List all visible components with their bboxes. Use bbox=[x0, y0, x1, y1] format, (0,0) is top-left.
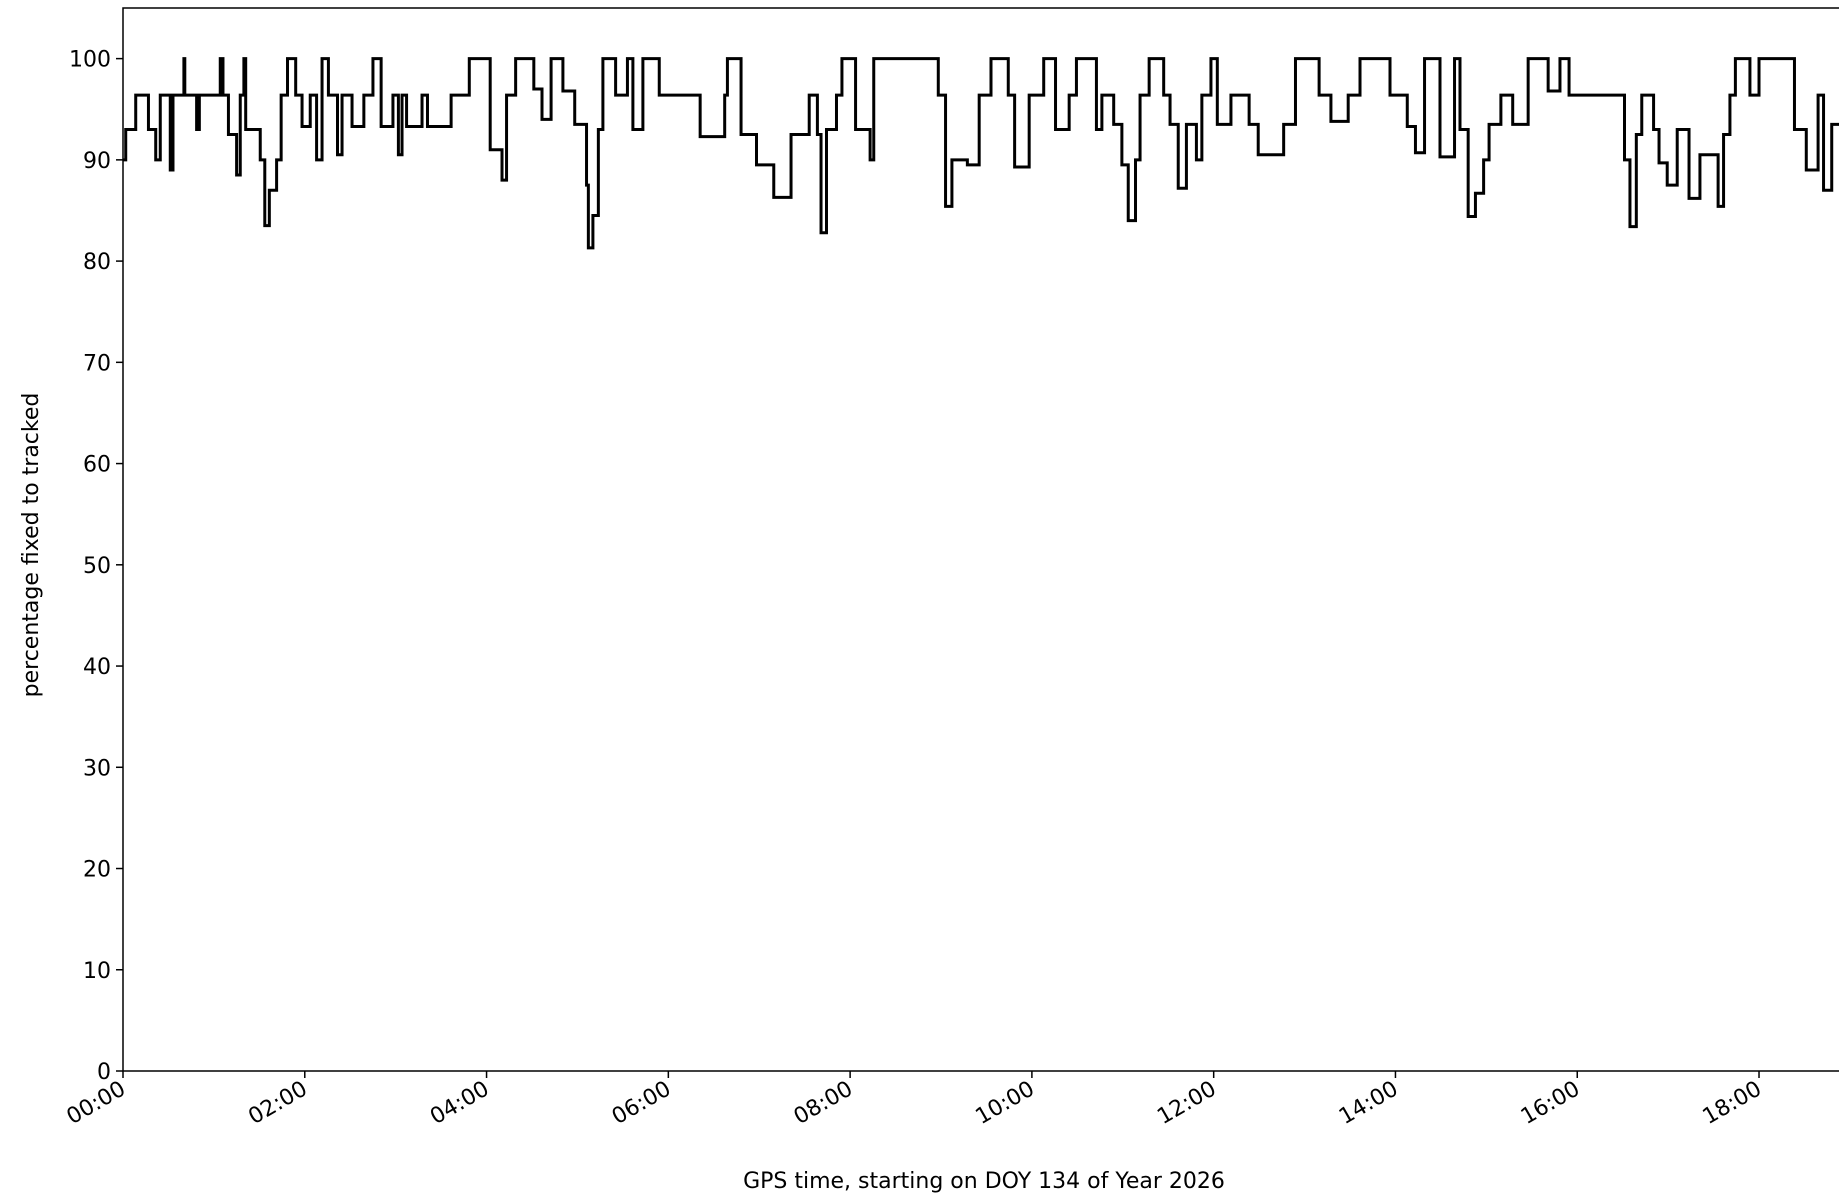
x-axis-label: GPS time, starting on DOY 134 of Year 20… bbox=[743, 1169, 1225, 1194]
y-tick-label: 80 bbox=[83, 250, 111, 275]
y-tick-label: 50 bbox=[83, 554, 111, 579]
x-tick-label: 06:00 bbox=[608, 1077, 675, 1130]
y-tick-label: 0 bbox=[97, 1060, 111, 1085]
y-tick-label: 90 bbox=[83, 149, 111, 174]
y-tick-label: 30 bbox=[83, 756, 111, 781]
y-tick-label: 100 bbox=[69, 48, 111, 73]
x-tick-label: 02:00 bbox=[244, 1077, 311, 1130]
y-tick-label: 40 bbox=[83, 655, 111, 680]
x-tick-label: 18:00 bbox=[1699, 1077, 1766, 1130]
y-tick-label: 20 bbox=[83, 858, 111, 883]
plot-frame bbox=[122, 7, 1839, 1072]
data-line bbox=[123, 57, 1839, 250]
y-tick-label: 60 bbox=[83, 453, 111, 478]
y-axis-label: percentage fixed to tracked bbox=[19, 393, 44, 698]
x-tick-label: 14:00 bbox=[1335, 1077, 1402, 1130]
x-tick-label: 08:00 bbox=[790, 1077, 857, 1130]
y-tick-label: 70 bbox=[83, 351, 111, 376]
x-tick-label: 10:00 bbox=[971, 1077, 1038, 1130]
y-tick-label: 10 bbox=[83, 959, 111, 984]
x-tick-label: 04:00 bbox=[426, 1077, 493, 1130]
x-tick-label: 12:00 bbox=[1153, 1077, 1220, 1130]
x-tick-label: 16:00 bbox=[1517, 1077, 1584, 1130]
